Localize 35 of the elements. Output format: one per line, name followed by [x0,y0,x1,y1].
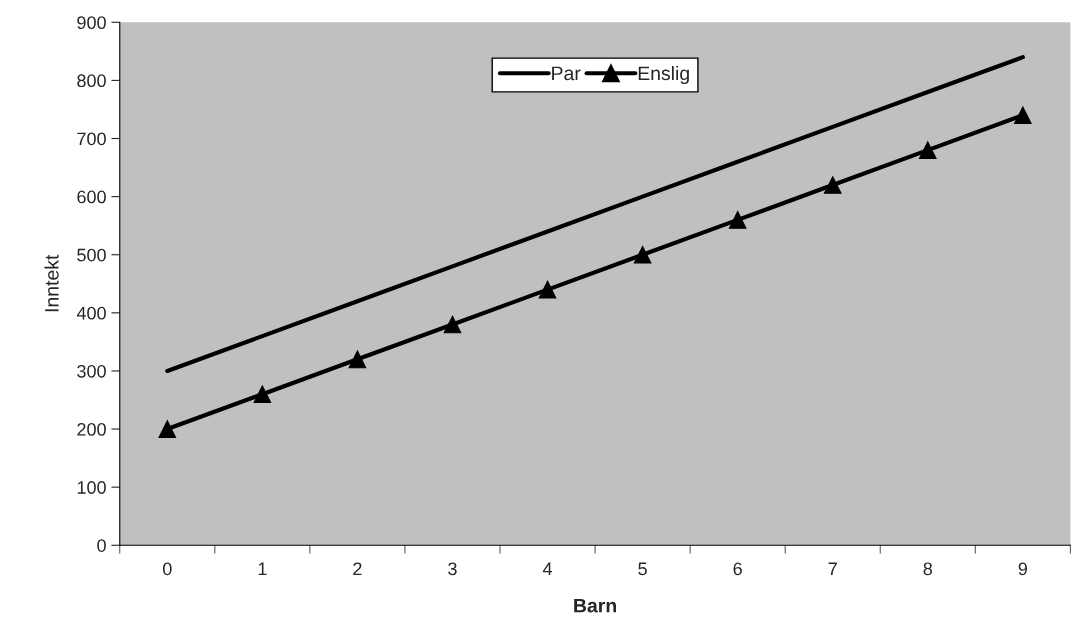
x-tick-label: 6 [733,562,742,576]
y-tick-label: 700 [77,132,106,146]
y-tick-label: 800 [77,74,106,88]
point [348,350,367,369]
point [823,176,842,194]
x-tick-label: 4 [542,562,553,576]
point [443,315,462,334]
legend-label: Enslig [638,65,689,85]
point [918,141,937,159]
legend-label: Par [552,66,581,81]
y-tick-label: 600 [77,190,106,204]
x-tick-label: 2 [353,562,362,576]
point [1013,106,1032,125]
x-tick-label: 7 [828,562,837,576]
x-tick-label: 5 [638,562,647,576]
x-tick-label: 9 [1018,562,1027,576]
point [633,245,652,264]
x-tick-label: 3 [448,562,457,576]
line-series [165,55,1025,374]
x-tick-label: 0 [162,562,172,576]
point [728,211,747,229]
y-axis-title: Inntekt [44,254,59,312]
x-tick-label: 8 [923,562,933,576]
point [253,385,272,404]
point [158,420,177,438]
point [538,280,557,299]
x-tick-label: 1 [258,562,267,576]
y-tick-label: 500 [77,248,106,262]
y-tick-label: 900 [77,16,106,30]
y-tick-label: 400 [76,306,106,320]
y-tick-label: 200 [77,422,106,436]
x-axis-title: Barn [574,598,617,613]
y-tick-label: 0 [97,539,106,552]
y-tick-label: 100 [77,481,106,494]
y-tick-label: 300 [77,364,106,378]
